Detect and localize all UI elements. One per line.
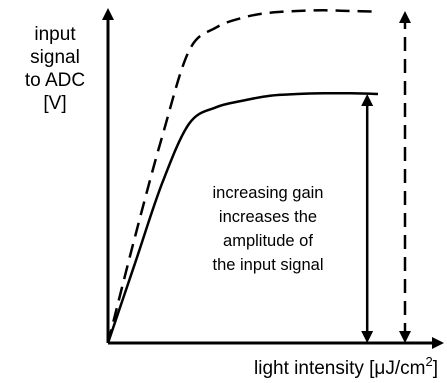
y-label-line-3: to ADC: [25, 70, 85, 91]
series-line-dashed: [106, 9, 379, 344]
annotation-line-3: amplitude of: [223, 232, 313, 250]
x-label-main: light intensity [μJ/cm: [254, 358, 425, 379]
series-line-solid: [106, 91, 379, 344]
annotation-line-4: the input signal: [213, 256, 324, 274]
annotation-line-2: increases the: [219, 208, 317, 226]
x-label-close: ]: [433, 358, 438, 379]
x-axis-label: light intensity [μJ/cm2]: [254, 354, 438, 379]
y-axis-label: input signal to ADC [V]: [25, 24, 85, 114]
y-label-line-2: signal: [30, 47, 80, 68]
gain-annotation: increasing gain increases the amplitude …: [213, 184, 324, 274]
x-label-superscript: 2: [425, 354, 432, 369]
y-label-line-1: input: [34, 24, 76, 45]
annotation-line-1: increasing gain: [213, 184, 324, 202]
y-label-line-4: [V]: [43, 93, 66, 114]
